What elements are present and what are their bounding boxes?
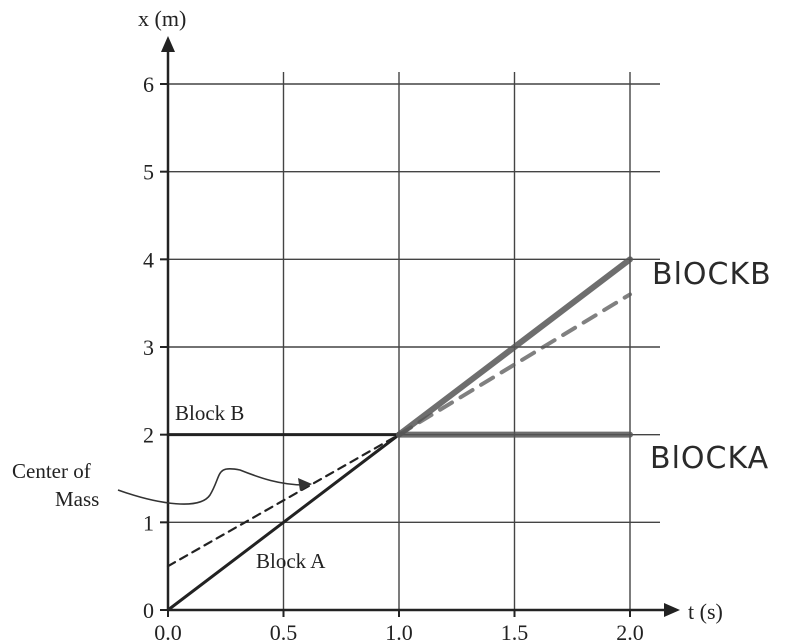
handwritten-block-a-label: BlOCKA (650, 441, 769, 476)
center-of-mass-pointer-arrowhead (298, 478, 312, 491)
series-line-marker-5 (397, 292, 632, 437)
x-tick-label: 1.0 (385, 620, 413, 644)
x-tick-label: 0.5 (270, 620, 298, 644)
block-b-label: Block B (175, 401, 244, 425)
annotations: Block B Center of Mass Block A BlOCKB Bl… (12, 257, 772, 573)
series-line-blockb (396, 256, 633, 438)
center-of-mass-label-line2: Mass (55, 487, 99, 511)
tick-labels: 0 1 2 3 4 5 6 0.0 0.5 1.0 1.5 2.0 (143, 72, 644, 644)
y-tick-label: 3 (143, 335, 154, 360)
y-axis-label: x (m) (138, 6, 186, 31)
x-axis-arrow (664, 603, 680, 617)
block-a-label: Block A (256, 549, 326, 573)
y-tick-label: 1 (143, 510, 154, 535)
y-tick-label: 2 (143, 423, 154, 448)
grid (168, 72, 660, 610)
series-line-block-a (166, 433, 401, 612)
handwritten-block-b-label: BlOCKB (652, 257, 772, 292)
y-tick-label: 5 (143, 160, 154, 185)
series-line-center-of-mass (166, 433, 401, 568)
x-tick-label: 0.0 (154, 620, 182, 644)
x-axis-label: t (s) (688, 599, 723, 624)
center-of-mass-pointer (117, 468, 306, 505)
y-tick-label: 6 (143, 72, 154, 97)
x-tick-label: 1.5 (501, 620, 529, 644)
series (166, 256, 633, 612)
axes: x (m) t (s) (138, 6, 723, 624)
center-of-mass-label-line1: Center of (12, 459, 91, 483)
y-axis-arrow (161, 36, 175, 52)
y-tick-label: 0 (143, 598, 154, 623)
x-tick-label: 2.0 (616, 620, 644, 644)
y-tick-label: 4 (143, 247, 154, 272)
